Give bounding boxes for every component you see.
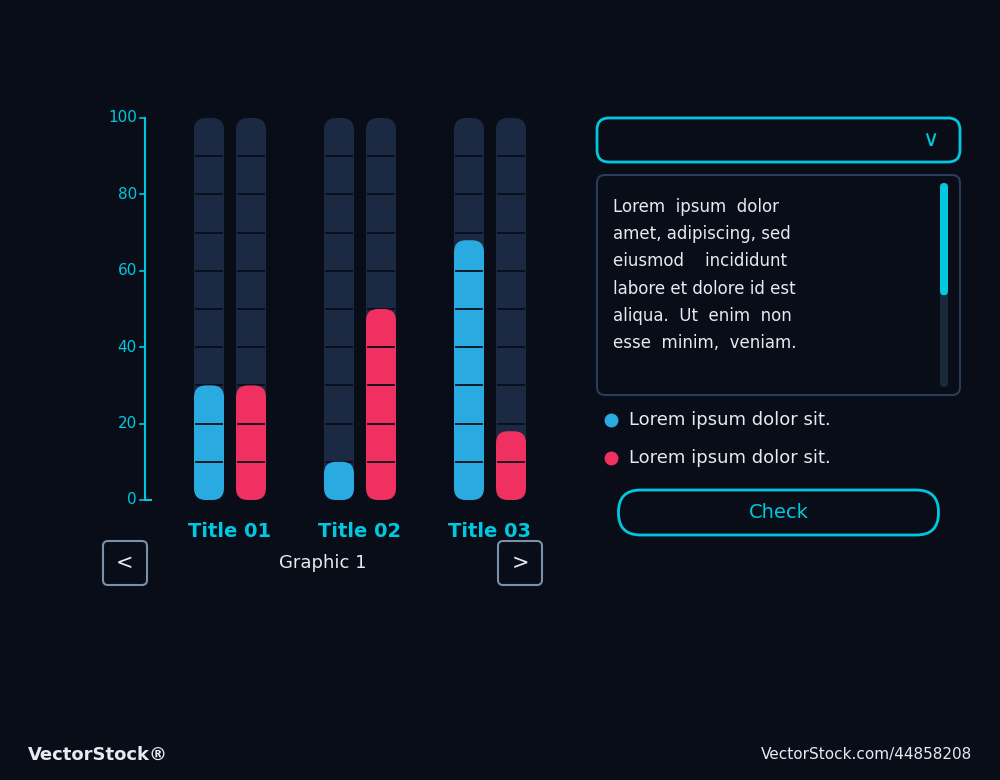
FancyBboxPatch shape — [498, 541, 542, 585]
FancyBboxPatch shape — [194, 118, 224, 500]
Text: Check: Check — [749, 503, 808, 522]
Text: Lorem ipsum dolor sit.: Lorem ipsum dolor sit. — [629, 411, 831, 429]
FancyBboxPatch shape — [618, 490, 938, 535]
Text: 40: 40 — [118, 340, 137, 355]
Text: 20: 20 — [118, 416, 137, 431]
Text: Lorem  ipsum  dolor
amet, adipiscing, sed
eiusmod    incididunt
labore et dolore: Lorem ipsum dolor amet, adipiscing, sed … — [613, 198, 796, 352]
FancyBboxPatch shape — [236, 118, 266, 500]
Text: 60: 60 — [118, 264, 137, 278]
FancyBboxPatch shape — [496, 431, 526, 500]
FancyBboxPatch shape — [496, 118, 526, 500]
FancyBboxPatch shape — [940, 183, 948, 387]
FancyBboxPatch shape — [940, 183, 948, 295]
FancyBboxPatch shape — [597, 118, 960, 162]
Text: Title 01: Title 01 — [188, 522, 272, 541]
FancyBboxPatch shape — [454, 240, 484, 500]
Text: Graphic 1: Graphic 1 — [279, 554, 366, 572]
Text: ∨: ∨ — [922, 130, 938, 150]
FancyBboxPatch shape — [324, 118, 354, 500]
FancyBboxPatch shape — [236, 385, 266, 500]
Text: VectorStock®: VectorStock® — [28, 746, 168, 764]
Text: Droplist: Droplist — [712, 130, 787, 150]
FancyBboxPatch shape — [597, 175, 960, 395]
Text: Title 02: Title 02 — [318, 522, 402, 541]
FancyBboxPatch shape — [454, 118, 484, 500]
FancyBboxPatch shape — [366, 309, 396, 500]
Text: >: > — [511, 553, 529, 573]
FancyBboxPatch shape — [324, 462, 354, 500]
Text: Title 03: Title 03 — [448, 522, 532, 541]
FancyBboxPatch shape — [194, 385, 224, 500]
FancyBboxPatch shape — [103, 541, 147, 585]
Text: 0: 0 — [127, 492, 137, 508]
Text: VectorStock.com/44858208: VectorStock.com/44858208 — [761, 747, 972, 763]
Text: 80: 80 — [118, 187, 137, 202]
FancyBboxPatch shape — [366, 118, 396, 500]
Text: Lorem ipsum dolor sit.: Lorem ipsum dolor sit. — [629, 449, 831, 467]
Text: <: < — [116, 553, 134, 573]
Text: 100: 100 — [108, 111, 137, 126]
